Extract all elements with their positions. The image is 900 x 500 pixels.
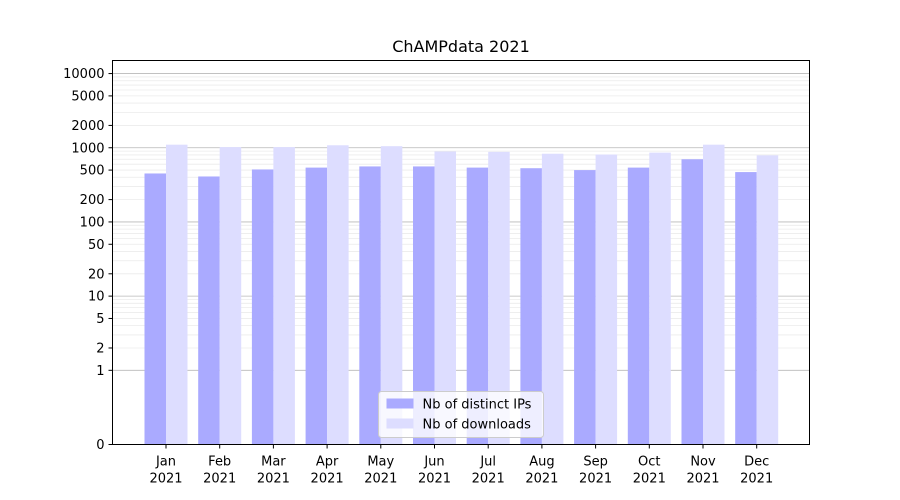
y-tick-label: 10: [88, 290, 105, 305]
plot-frame: [112, 60, 810, 445]
y-tick-label: 5000: [71, 89, 104, 104]
bar-downloads: [327, 145, 349, 445]
bar-distinct-ips: [735, 172, 757, 445]
y-tick-label: 0: [96, 438, 104, 453]
bar-distinct-ips: [413, 166, 435, 445]
y-tick-label: 50: [88, 238, 105, 253]
x-tick-label-month: Aug: [529, 455, 554, 470]
y-tick-label: 20: [88, 267, 105, 282]
x-tick-label-year: 2021: [203, 472, 236, 487]
bar-distinct-ips: [198, 176, 220, 445]
x-tick-label-year: 2021: [418, 472, 451, 487]
y-tick-label: 5: [96, 312, 104, 327]
bar-distinct-ips: [574, 170, 596, 445]
x-tick-label-month: Oct: [638, 455, 660, 470]
bar-downloads: [488, 151, 510, 445]
bar-downloads: [595, 154, 618, 445]
bar-distinct-ips: [251, 169, 274, 445]
x-tick-label-year: 2021: [525, 472, 558, 487]
x-tick-label-year: 2021: [472, 472, 505, 487]
y-tick-label: 100: [80, 215, 105, 230]
y-axis: 0 1 2 5 10 20 50 100 200 500 1000 2000 5000 10000: [63, 67, 113, 453]
y-tick-label: 1000: [71, 141, 104, 156]
bar-downloads: [649, 152, 671, 445]
legend-swatch: [386, 398, 414, 409]
y-tick-label: 500: [80, 164, 105, 179]
bar-distinct-ips: [627, 167, 650, 445]
bar-distinct-ips: [359, 166, 381, 445]
x-tick-label-year: 2021: [364, 472, 397, 487]
x-tick-label-year: 2021: [686, 472, 719, 487]
x-tick-label-month: Jun: [423, 455, 444, 470]
legend: Nb of distinct IPs Nb of downloads: [378, 391, 544, 438]
bar-downloads: [166, 144, 188, 445]
legend-label: Nb of downloads: [423, 418, 532, 433]
x-tick-label-year: 2021: [633, 472, 666, 487]
bar-downloads: [380, 146, 403, 445]
y-tick-label: 10000: [63, 67, 104, 82]
y-tick-label: 2000: [71, 119, 104, 134]
x-tick-label-year: 2021: [579, 472, 612, 487]
bar-distinct-ips: [144, 173, 166, 445]
x-tick-label-month: Sep: [583, 455, 608, 470]
bar-downloads: [541, 153, 564, 445]
x-tick-label-month: Mar: [261, 455, 286, 470]
x-tick-label-year: 2021: [740, 472, 773, 487]
x-tick-label-year: 2021: [257, 472, 290, 487]
bar-distinct-ips: [681, 159, 703, 445]
x-tick-label-month: Jan: [155, 455, 176, 470]
bar-downloads: [756, 155, 779, 445]
x-tick-label-month: Jul: [479, 455, 496, 470]
x-tick-label-month: Feb: [208, 455, 231, 470]
x-tick-label-month: Nov: [690, 455, 716, 470]
y-tick-label: 1: [96, 364, 104, 379]
chart-title: ChAMPdata 2021: [392, 37, 530, 56]
bar-distinct-ips: [520, 168, 542, 445]
bar-downloads: [703, 144, 725, 445]
y-tick-label: 200: [80, 193, 105, 208]
x-tick-label-month: May: [367, 455, 394, 470]
bar-downloads: [273, 147, 295, 445]
legend-label: Nb of distinct IPs: [423, 398, 532, 413]
bar-distinct-ips: [466, 167, 489, 445]
y-tick-label: 2: [96, 341, 104, 356]
legend-box: [378, 391, 544, 438]
bar-distinct-ips: [305, 167, 328, 445]
x-tick-label-year: 2021: [311, 472, 344, 487]
legend-swatch: [386, 418, 414, 429]
x-tick-label-month: Apr: [316, 455, 339, 470]
bar-downloads: [434, 151, 456, 445]
x-tick-label-year: 2021: [149, 472, 182, 487]
x-tick-label-month: Dec: [744, 455, 769, 470]
bar-downloads: [219, 147, 242, 445]
x-axis: Jan 2021 Feb 2021 Mar 2021 Apr 2021 May 2021 Jun 20…: [149, 444, 773, 487]
bars-layer: [144, 144, 779, 445]
